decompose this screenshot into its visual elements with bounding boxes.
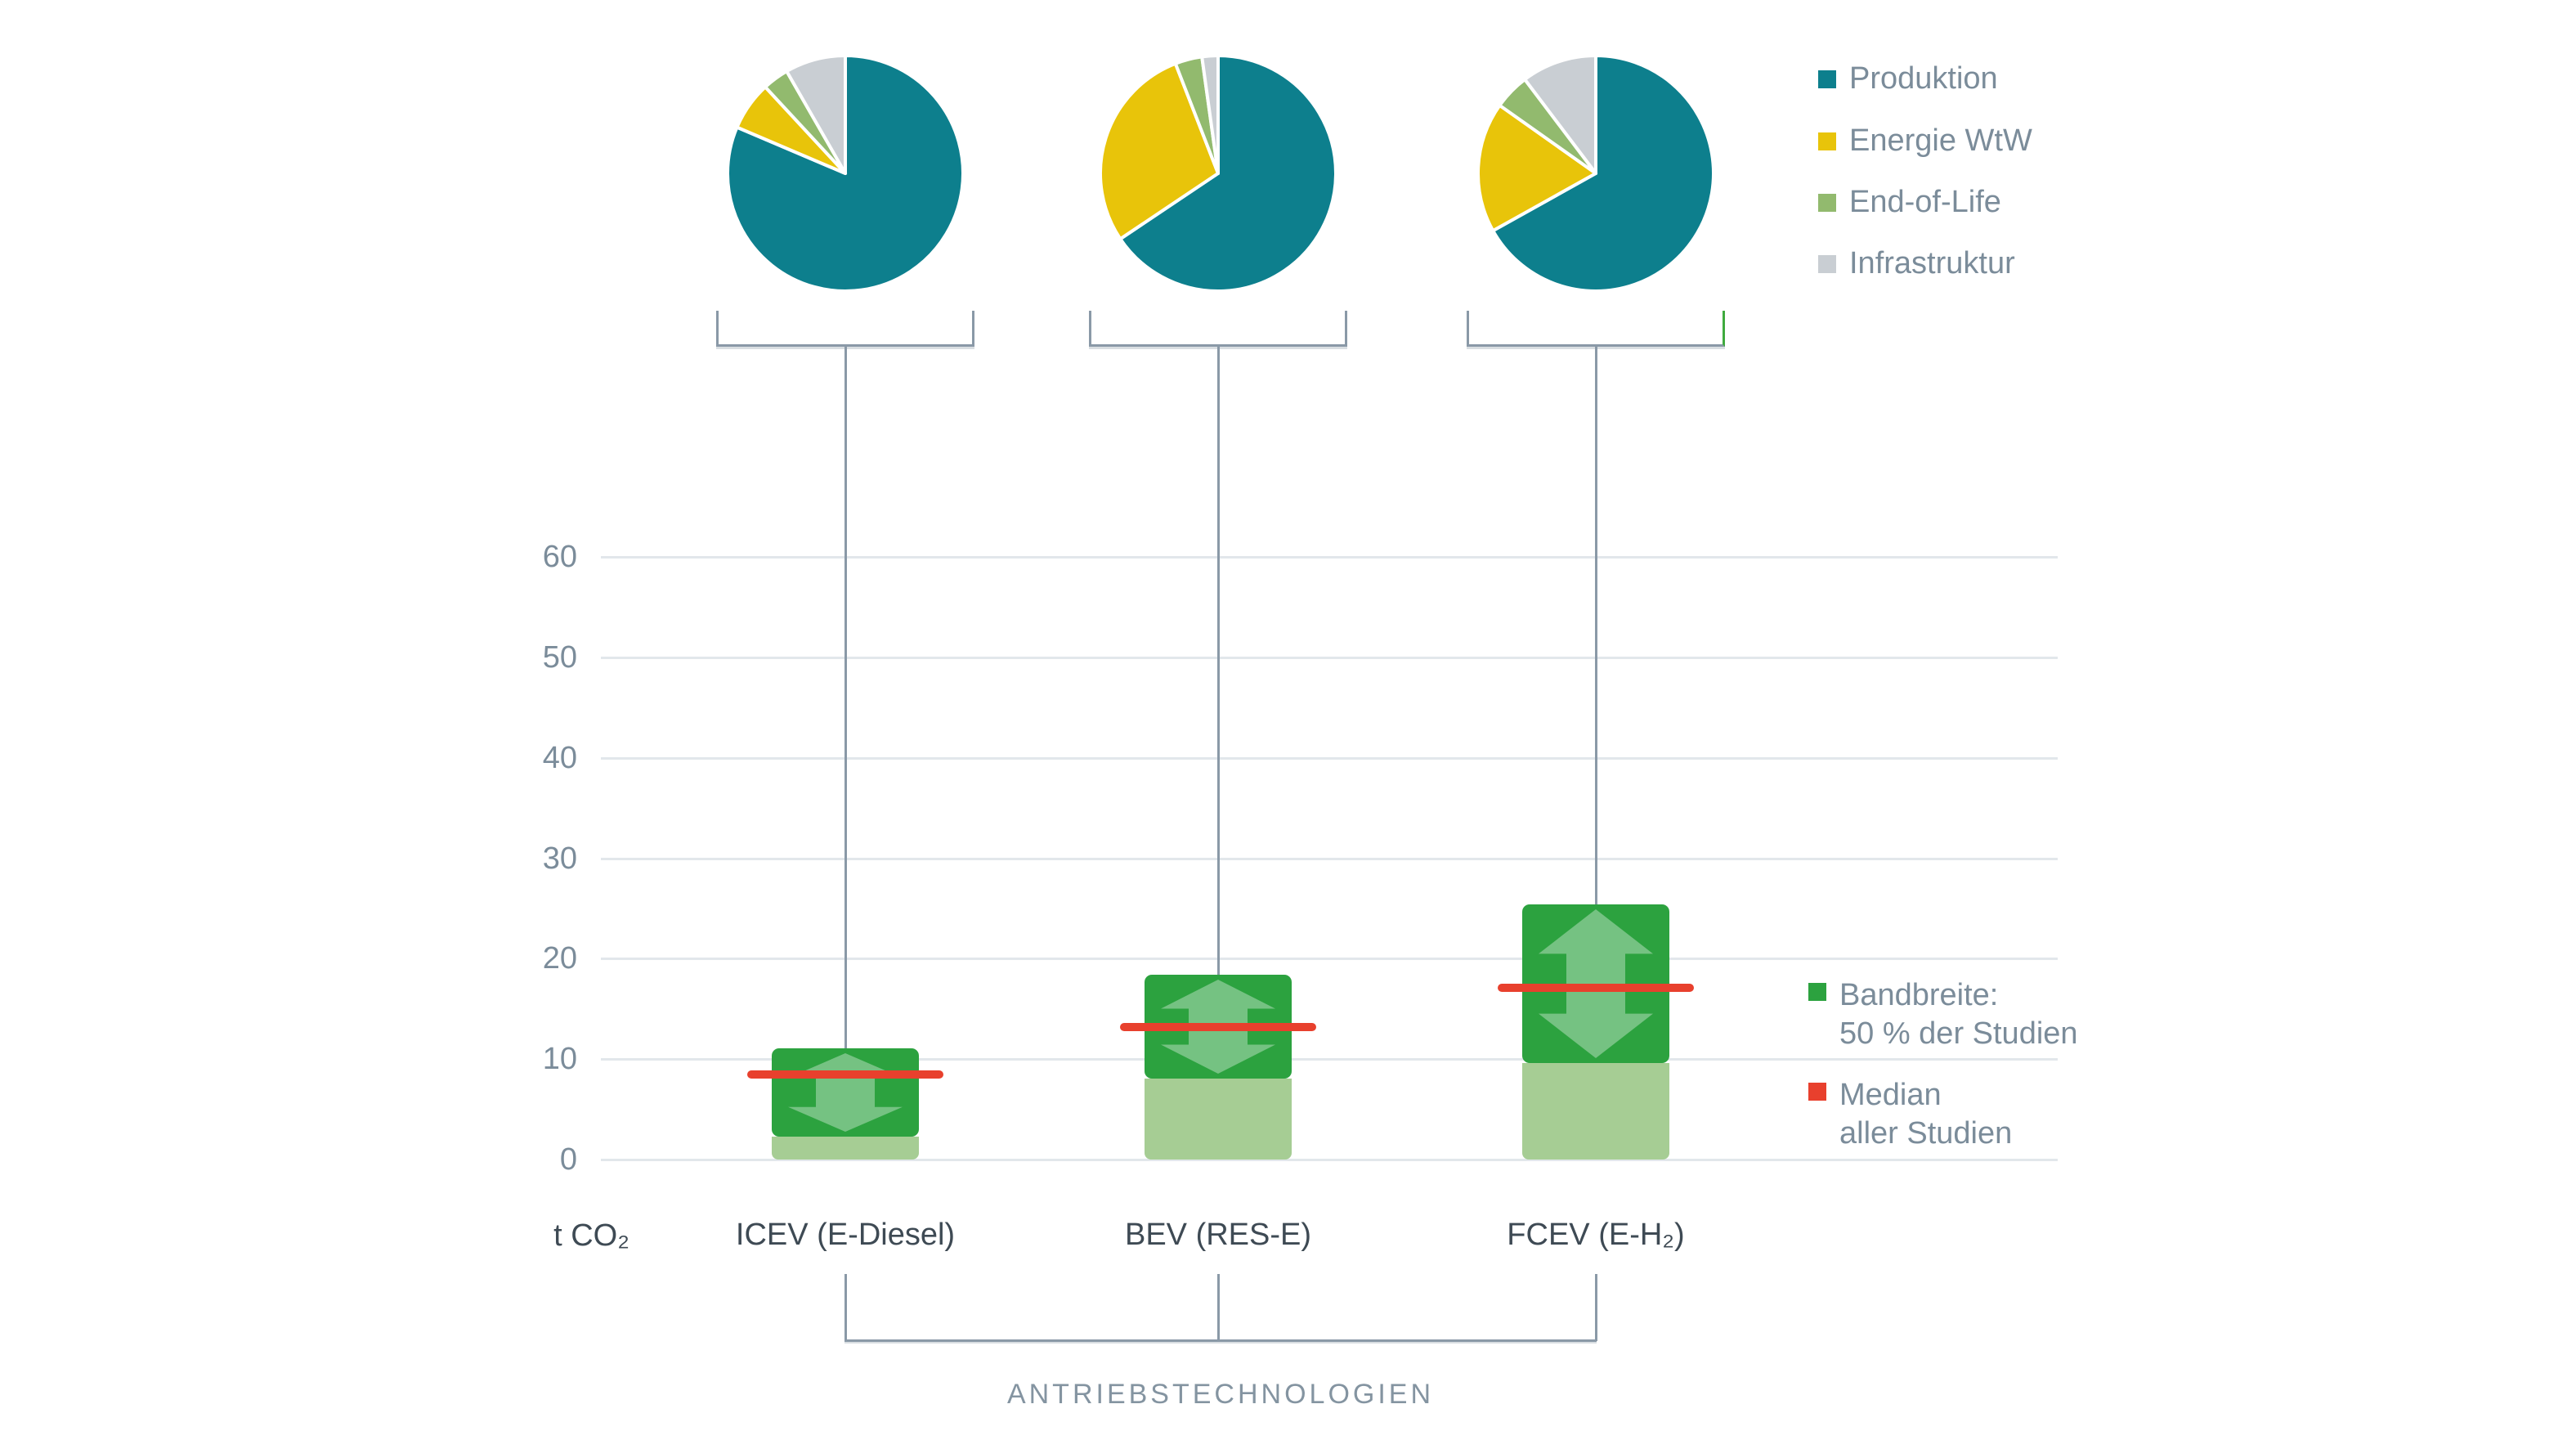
connector-line-bev-res-e: [1217, 347, 1220, 975]
gridline-20: [601, 958, 2058, 961]
legend-label-infrastruktur: Infrastruktur: [1849, 246, 2015, 280]
gridline-50: [601, 656, 2058, 659]
y-tick-40: 40: [542, 740, 577, 775]
median-line-bev-res-e: [1120, 1022, 1316, 1031]
legend-label-end-of-life: End-of-Life: [1849, 185, 2001, 219]
legend-swatch-energie-wtw-icon: [1818, 132, 1836, 150]
legend-label-median: Median aller Studien: [1839, 1076, 2012, 1153]
pie-chart-bev-res-e: [1099, 54, 1337, 293]
y-tick-60: 60: [542, 540, 577, 574]
bottom-bracket-leg-bev-res-e: [1217, 1274, 1220, 1341]
pie-chart-icev-e-diesel: [726, 54, 965, 293]
gridline-10: [601, 1058, 2058, 1061]
legend-label-bandbreite: Bandbreite: 50 % der Studien: [1839, 976, 2078, 1053]
legend-swatch-bandbreite-icon: [1808, 983, 1826, 1001]
bottom-bracket-bar: [844, 1339, 1597, 1342]
bar-lower-range-icev-e-diesel: [772, 1136, 919, 1160]
y-tick-50: 50: [542, 639, 577, 675]
pie-slice-infrastruktur: [1200, 54, 1220, 175]
range-arrow-icon: [788, 1052, 903, 1132]
bottom-bracket-leg-fcev-e-h: [1595, 1274, 1597, 1341]
bar-band-50pct-icev-e-diesel: [772, 1047, 919, 1137]
gridline-0: [601, 1159, 2058, 1161]
connector-line-fcev-e-h: [1595, 347, 1597, 904]
y-axis-unit-label: t CO₂: [553, 1218, 629, 1253]
pie-slice-energie-wtw: [1476, 103, 1597, 233]
gridline-60: [601, 556, 2058, 559]
legend-label-bandbreite-line1: Bandbreite:: [1839, 978, 1999, 1012]
pie-slice-produktion: [1118, 54, 1337, 293]
median-line-fcev-e-h: [1498, 983, 1694, 992]
bottom-bracket-leg-icev-e-diesel: [844, 1274, 847, 1341]
legend-label-produktion: Produktion: [1849, 61, 1998, 96]
legend-swatch-infrastruktur-icon: [1818, 255, 1836, 273]
x-axis-group-label: ANTRIEBSTECHNOLOGIEN: [1006, 1379, 1435, 1410]
category-label-fcev-e-h: FCEV (E-H₂): [1507, 1218, 1685, 1252]
pie-connector-bracket-icev-e-diesel: [716, 311, 974, 347]
gridline-40: [601, 756, 2058, 760]
legend-label-bandbreite-line2: 50 % der Studien: [1839, 1016, 2078, 1051]
legend-label-median-line1: Median: [1839, 1078, 1942, 1112]
pie-slice-produktion: [1491, 54, 1715, 293]
pie-slice-infrastruktur: [1523, 54, 1597, 175]
pie-chart-fcev-e-h: [1476, 54, 1715, 293]
median-line-icev-e-diesel: [747, 1070, 943, 1079]
pie-slice-infrastruktur: [785, 54, 847, 175]
y-tick-10: 10: [542, 1042, 577, 1077]
legend-swatch-median-icon: [1808, 1083, 1826, 1101]
bar-lower-range-bev-res-e: [1145, 1078, 1292, 1160]
pie-connector-bracket-fcev-e-h: [1467, 311, 1725, 347]
category-label-bev-res-e: BEV (RES-E): [1124, 1218, 1312, 1252]
pie-slice-energie-wtw: [1099, 61, 1220, 241]
legend-label-energie-wtw: Energie WtW: [1849, 123, 2032, 158]
bar-lower-range-fcev-e-h: [1522, 1063, 1669, 1160]
connector-line-icev-e-diesel: [844, 347, 847, 1048]
legend-swatch-produktion-icon: [1818, 70, 1836, 88]
pie-slice-produktion: [726, 54, 965, 293]
y-tick-20: 20: [542, 941, 577, 976]
y-tick-30: 30: [542, 841, 577, 876]
category-label-icev-e-diesel: ICEV (E-Diesel): [735, 1218, 956, 1252]
legend-label-median-line2: aller Studien: [1839, 1116, 2013, 1151]
y-tick-0: 0: [559, 1142, 577, 1177]
legend-swatch-end-of-life-icon: [1818, 194, 1836, 212]
gridline-30: [601, 857, 2058, 860]
pie-connector-bracket-bev-res-e: [1089, 311, 1347, 347]
